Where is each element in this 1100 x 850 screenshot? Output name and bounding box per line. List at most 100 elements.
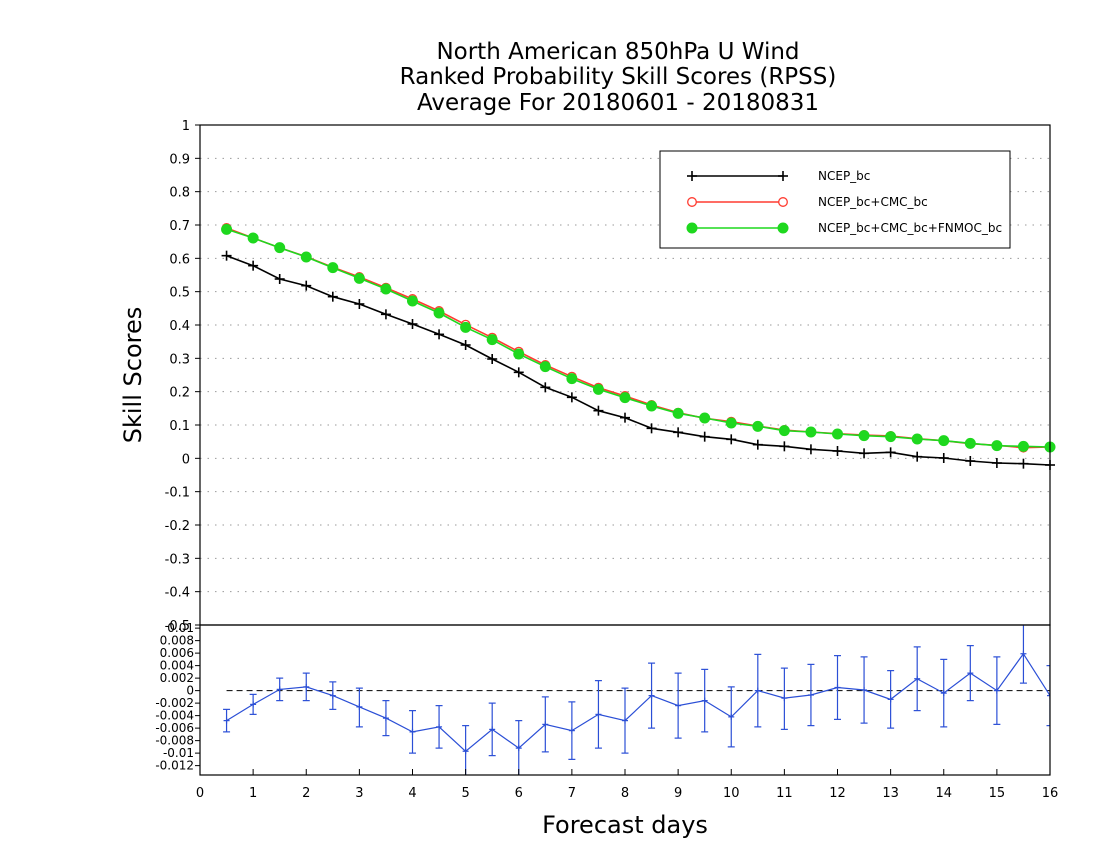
- difference-point: [622, 717, 628, 724]
- data-point: [885, 431, 897, 443]
- difference-point: [250, 701, 257, 708]
- difference-point: [940, 690, 947, 697]
- x-tick-label: 7: [568, 786, 576, 801]
- difference-point: [967, 670, 974, 677]
- x-tick-label: 0: [196, 786, 204, 801]
- data-point: [274, 274, 285, 284]
- main-y-axis: 1 0.9 0.8 0.7 0.6 0.5 0.4 0.3 0.2 0.1 0 -0.1 -0.2 -0.…: [165, 119, 200, 634]
- data-point: [353, 272, 365, 284]
- difference-point: [807, 692, 814, 698]
- data-point: [991, 458, 1002, 468]
- chart-title-line-2: Ranked Probability Skill Scores (RPSS): [400, 64, 837, 90]
- data-point: [300, 251, 312, 263]
- data-point: [433, 307, 445, 319]
- data-point: [938, 453, 949, 463]
- data-point: [540, 382, 551, 393]
- data-point: [858, 430, 870, 442]
- diff-y-tick-label: -0.006: [155, 721, 194, 735]
- difference-point: [834, 684, 841, 691]
- data-point: [1017, 440, 1029, 452]
- y-tick-label: -0.3: [165, 552, 190, 567]
- y-tick-label: 0.8: [169, 186, 190, 201]
- data-point: [434, 329, 445, 340]
- diff-y-tick-label: -0.01: [163, 746, 194, 760]
- data-point: [327, 262, 339, 274]
- y-axis-title: Skill Scores: [119, 307, 147, 444]
- error-bar: [355, 687, 363, 728]
- difference-point: [329, 692, 336, 699]
- data-point: [699, 412, 711, 424]
- x-tick-label: 12: [829, 786, 846, 801]
- diff-y-tick-label: 0.002: [160, 671, 194, 685]
- legend-item-1: NCEP_bc: [687, 169, 870, 183]
- data-point: [885, 447, 896, 458]
- chart-title-line-3: Average For 20180601 - 20180831: [417, 90, 819, 116]
- data-point: [726, 434, 737, 445]
- data-point: [407, 319, 418, 329]
- data-point: [752, 439, 763, 450]
- series-2: [221, 223, 1055, 453]
- difference-point: [914, 675, 921, 682]
- data-point: [566, 373, 578, 385]
- data-point: [832, 428, 843, 440]
- legend-label: NCEP_bc: [818, 169, 870, 183]
- difference-y-axis: 0.010.0080.0060.0040.0020-0.002-0.004-0.…: [155, 621, 200, 773]
- error-bar: [648, 662, 656, 729]
- difference-point: [436, 723, 443, 730]
- difference-point: [1047, 692, 1050, 699]
- data-point: [513, 367, 524, 378]
- data-point: [912, 451, 923, 462]
- x-tick-label: 13: [882, 786, 899, 801]
- error-bar: [966, 645, 974, 702]
- error-bar: [754, 653, 762, 728]
- legend-marker: [778, 197, 788, 207]
- data-point: [911, 433, 923, 445]
- data-point: [778, 425, 790, 437]
- diff-y-tick-label: 0.008: [160, 634, 194, 648]
- y-tick-label: 0.6: [169, 252, 190, 267]
- data-point: [593, 405, 604, 416]
- difference-point: [568, 727, 575, 734]
- data-point: [725, 417, 737, 429]
- data-point: [274, 242, 286, 254]
- legend-label: NCEP_bc+CMC_bc+FNMOC_bc: [818, 221, 1002, 235]
- error-bar: [594, 680, 602, 749]
- data-point: [965, 456, 976, 466]
- error-bar: [701, 668, 709, 733]
- legend-marker: [778, 171, 788, 181]
- data-point: [539, 361, 551, 373]
- difference-point: [515, 745, 522, 752]
- legend-box: [659, 150, 1011, 249]
- diff-y-tick-label: -0.004: [155, 709, 194, 723]
- error-bar: [541, 696, 549, 753]
- difference-point: [754, 687, 761, 694]
- diff-y-tick-label: -0.002: [155, 696, 194, 710]
- error-bar: [860, 656, 868, 724]
- data-point: [646, 400, 658, 412]
- data-point: [752, 420, 764, 432]
- diff-y-tick-label: -0.012: [155, 759, 194, 773]
- difference-point: [675, 702, 682, 709]
- data-point: [699, 431, 710, 442]
- chart-title-line-1: North American 850hPa U Wind: [436, 39, 799, 65]
- error-bar: [329, 681, 337, 710]
- difference-point: [303, 683, 310, 690]
- diff-y-tick-label: 0.004: [160, 659, 194, 673]
- legend-marker: [687, 197, 697, 207]
- y-tick-label: 0.5: [169, 286, 190, 301]
- error-bar: [993, 656, 1001, 725]
- data-point: [672, 407, 684, 419]
- difference-point: [356, 703, 363, 710]
- data-point: [673, 427, 684, 438]
- difference-point: [993, 687, 1000, 694]
- error-bar: [462, 725, 470, 775]
- difference-point: [648, 692, 655, 699]
- error-bar: [834, 655, 841, 720]
- data-point: [486, 334, 498, 346]
- x-tick-label: 9: [674, 786, 682, 801]
- data-point: [832, 446, 843, 456]
- difference-point: [701, 697, 708, 704]
- difference-point: [728, 713, 735, 720]
- difference-point: [887, 696, 894, 703]
